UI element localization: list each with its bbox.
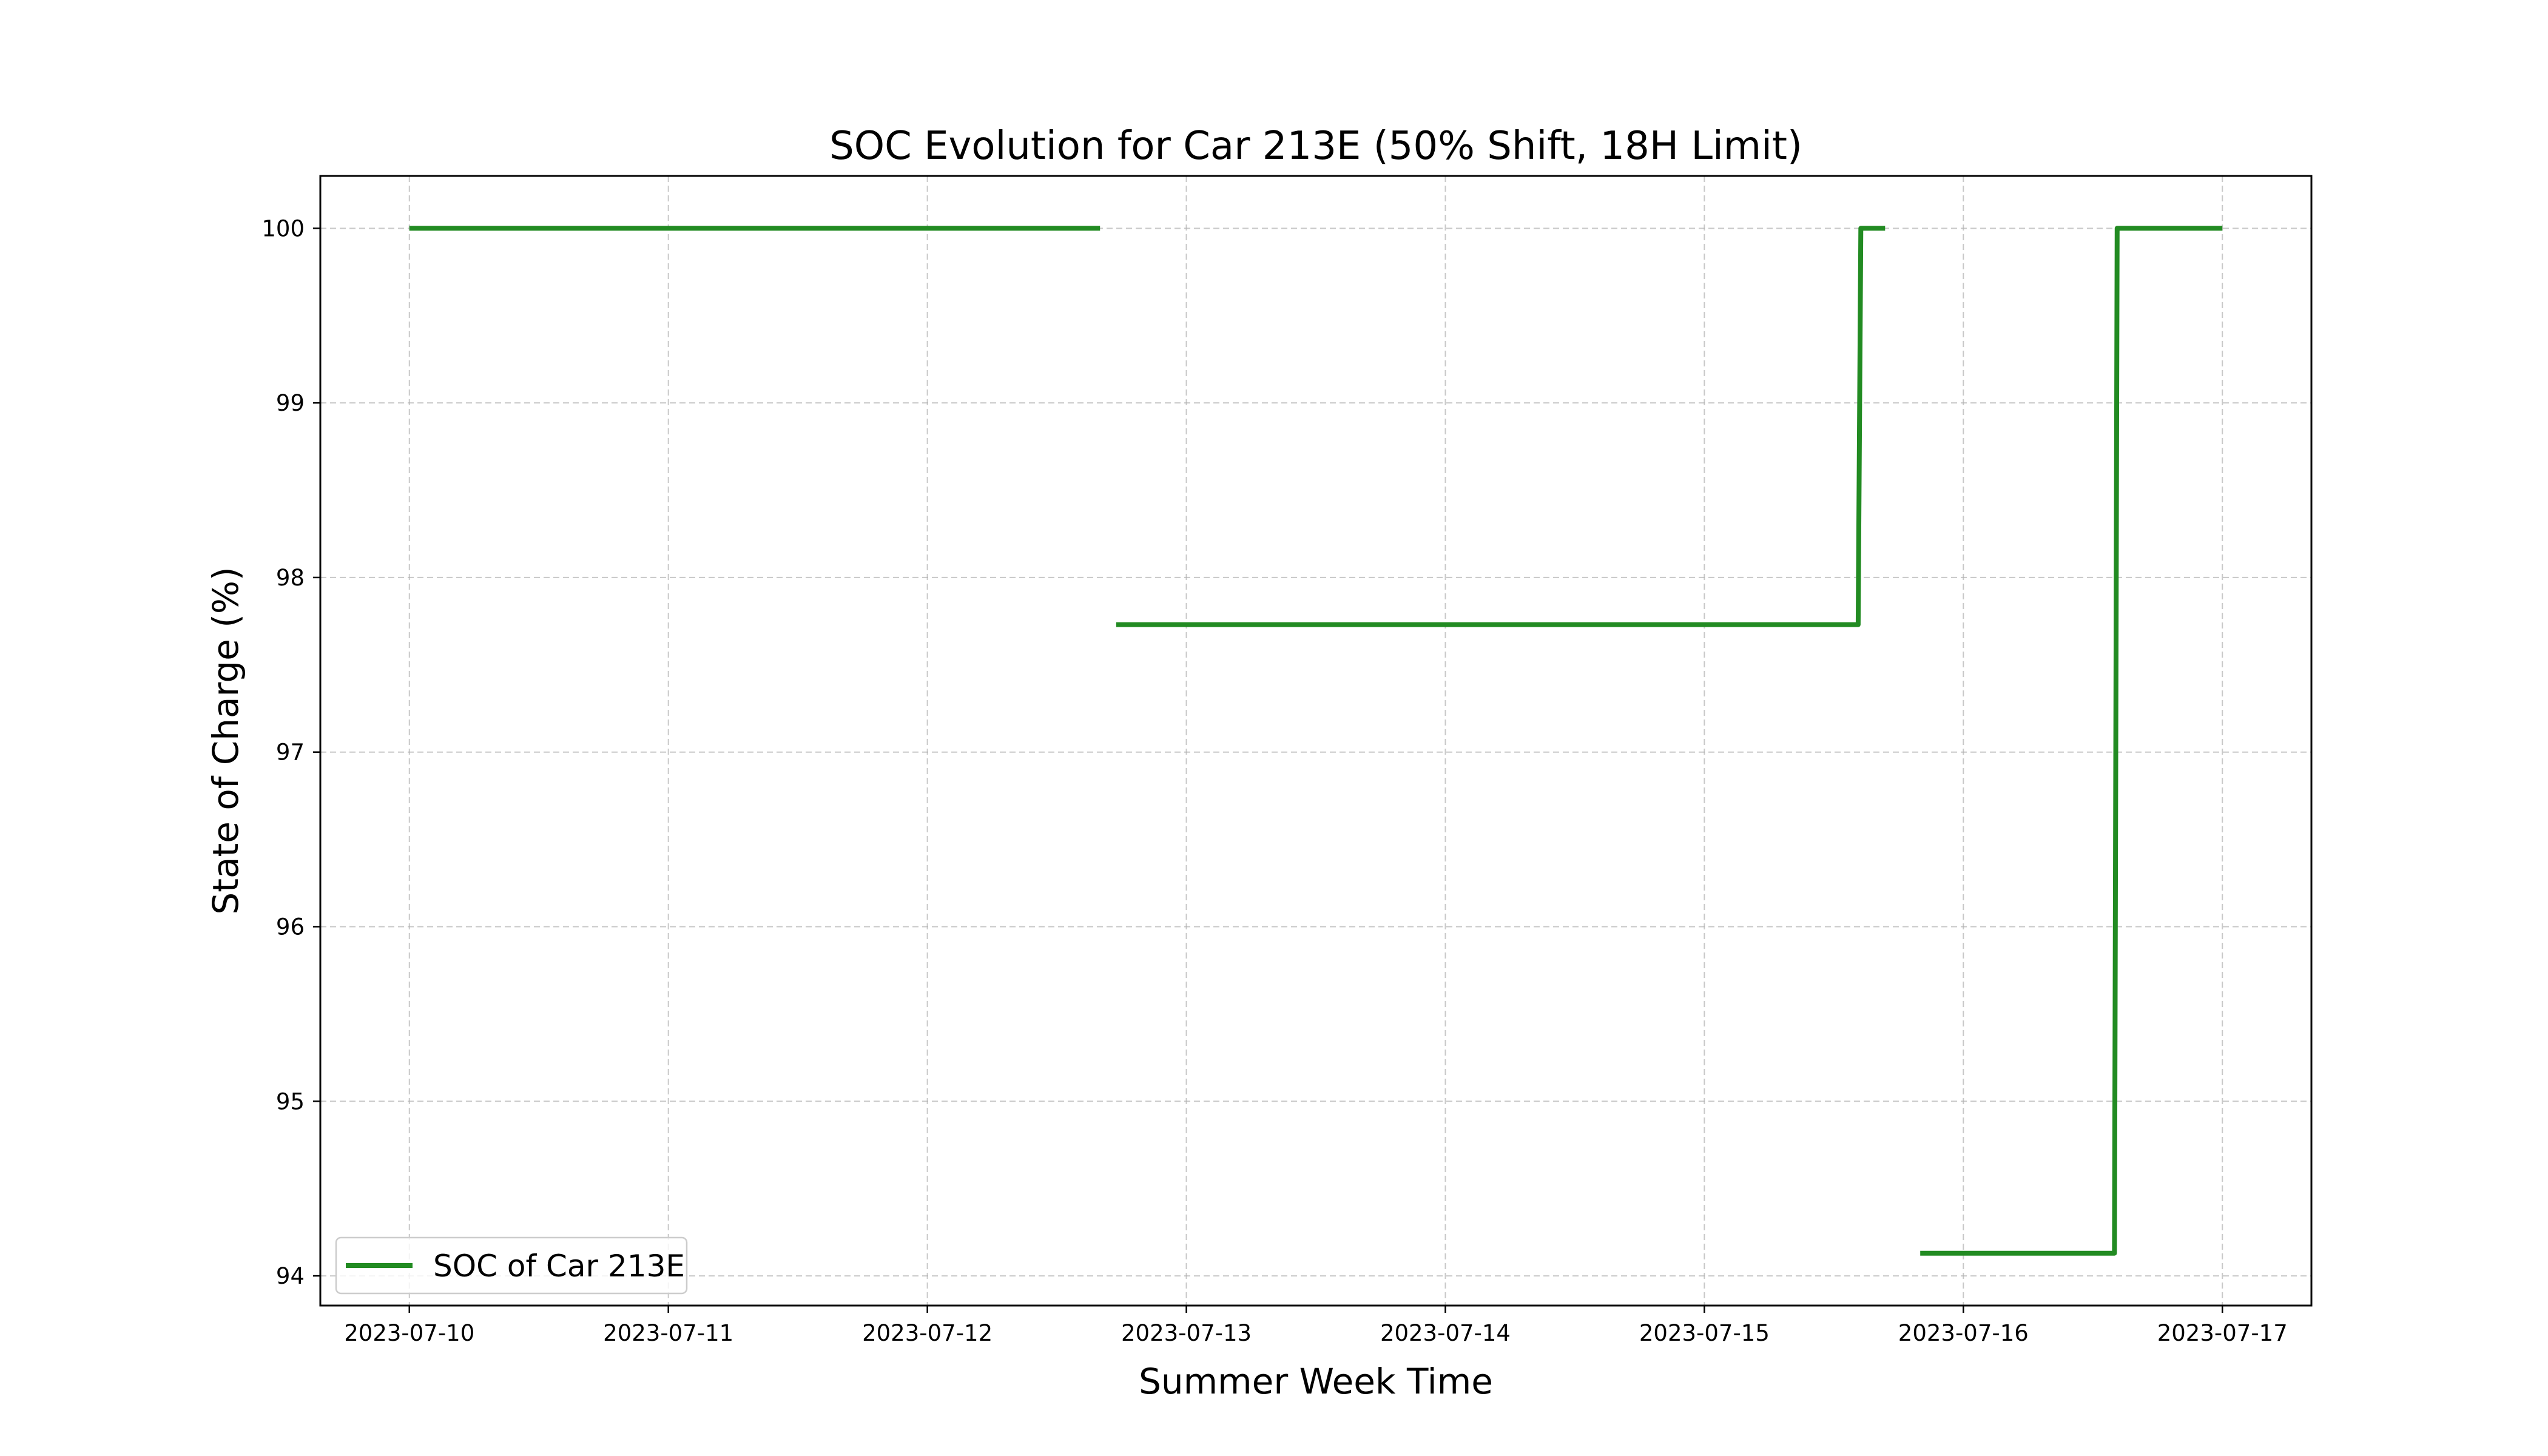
series-layer xyxy=(409,226,2223,1256)
x-axis-title: Summer Week Time xyxy=(1139,1361,1493,1402)
legend: SOC of Car 213E xyxy=(335,1236,688,1295)
x-tick-label: 2023-07-17 xyxy=(2157,1320,2288,1346)
y-tick-label: 98 xyxy=(276,565,305,591)
x-tick-label: 2023-07-16 xyxy=(1898,1320,2029,1346)
x-tick-label: 2023-07-14 xyxy=(1380,1320,1511,1346)
legend-label: SOC of Car 213E xyxy=(433,1249,685,1284)
x-tick-label: 2023-07-10 xyxy=(344,1320,474,1346)
y-axis-title: State of Charge (%) xyxy=(205,567,246,914)
chart-title: SOC Evolution for Car 213E (50% Shift, 1… xyxy=(829,124,1802,169)
y-tick-label: 100 xyxy=(261,215,305,241)
series-line-segment xyxy=(1920,226,2223,1256)
x-tick-label: 2023-07-11 xyxy=(603,1320,733,1346)
y-tick-label: 94 xyxy=(276,1263,305,1289)
series-line-segment xyxy=(1116,226,1886,627)
x-tick-label: 2023-07-15 xyxy=(1639,1320,1770,1346)
x-tick-label: 2023-07-13 xyxy=(1121,1320,1252,1346)
legend-box xyxy=(335,1236,688,1295)
axis-ticks: 2023-07-10 2023-07-11 2023-07-12 2023-07-13… xyxy=(261,215,2287,1346)
y-tick-label: 95 xyxy=(276,1088,305,1114)
plot-frame xyxy=(319,175,2313,1307)
y-tick-label: 99 xyxy=(276,390,305,416)
y-tick-label: 97 xyxy=(276,740,305,766)
y-tick-label: 96 xyxy=(276,914,305,940)
x-tick-label: 2023-07-12 xyxy=(862,1320,993,1346)
